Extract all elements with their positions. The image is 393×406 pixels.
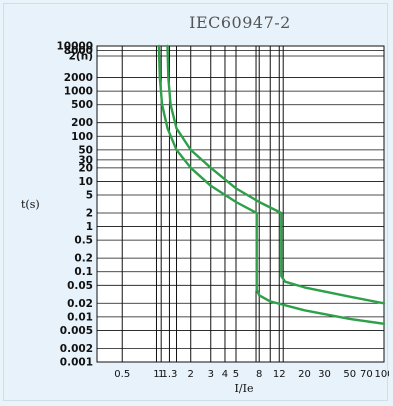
y-tick-label: 1 (86, 221, 93, 233)
y-tick-label: 10 (78, 176, 93, 188)
y-tick-label: 0.1 (74, 266, 93, 278)
x-tick-labels: 0.5 111.3 2 345 8 12 20 30 50 70100 (114, 369, 389, 380)
x-tick-label: 4 (222, 369, 228, 380)
y-tick-label: 1000 (64, 86, 93, 98)
gridlines (97, 45, 384, 363)
chart-frame: IEC60947-2 10000 8000 2(h) 2000 1000 500 200 10… (3, 3, 389, 401)
y-tick-label: 8000 (64, 45, 93, 57)
x-tick-label: 50 (343, 369, 356, 380)
y-tick-label: 2 (86, 207, 93, 219)
y-tick-label: 200 (71, 117, 93, 129)
x-tick-label: 1.3 (161, 369, 177, 380)
x-tick-label: 70 (360, 369, 373, 380)
y-tick-label: 5 (86, 190, 93, 202)
y-tick-label: 0.01 (67, 311, 93, 323)
y-tick-label: 0.02 (67, 298, 93, 310)
x-tick-label: 2 (188, 369, 194, 380)
trip-curve-1 (157, 44, 386, 325)
y-tick-label: 2000 (64, 72, 93, 84)
trip-curve-chart: IEC60947-2 1000080002(h)2000100050020010… (21, 13, 389, 395)
y-axis-label: t(s) (21, 198, 40, 211)
y-tick-label: 2(h) (69, 51, 93, 63)
y-tick-label: 0.2 (74, 253, 93, 265)
x-tick-label: 1 (158, 369, 164, 380)
y-tick-label: 0.002 (60, 343, 93, 355)
y-tick-label: 20 (78, 162, 93, 174)
y-tick-label: 10000 (56, 41, 93, 53)
y-tick-label: 50 (78, 144, 93, 156)
x-tick-label: 12 (273, 369, 286, 380)
x-tick-label: 8 (256, 369, 262, 380)
trip-curves (157, 44, 386, 325)
x-tick-label: 1 (153, 369, 159, 380)
x-tick-label: 20 (298, 369, 311, 380)
y-tick-label: 100 (71, 131, 93, 143)
y-tick-label: 500 (71, 99, 93, 111)
x-tick-label: 0.5 (114, 369, 130, 380)
x-tick-label: 30 (318, 369, 331, 380)
x-tick-label: 100 (374, 369, 389, 380)
y-tick-label: 30 (78, 154, 93, 166)
y-tick-label: 0.001 (60, 357, 93, 369)
chart-title: IEC60947-2 (189, 13, 291, 32)
trip-curve-2 (166, 44, 386, 305)
y-tick-label: 0.5 (74, 235, 93, 247)
x-tick-label: 5 (233, 369, 239, 380)
x-tick-label: 3 (208, 369, 214, 380)
x-axis-label: I/Ie (235, 382, 254, 395)
y-tick-label: 0.05 (67, 280, 93, 292)
y-tick-label: 0.005 (60, 325, 93, 337)
